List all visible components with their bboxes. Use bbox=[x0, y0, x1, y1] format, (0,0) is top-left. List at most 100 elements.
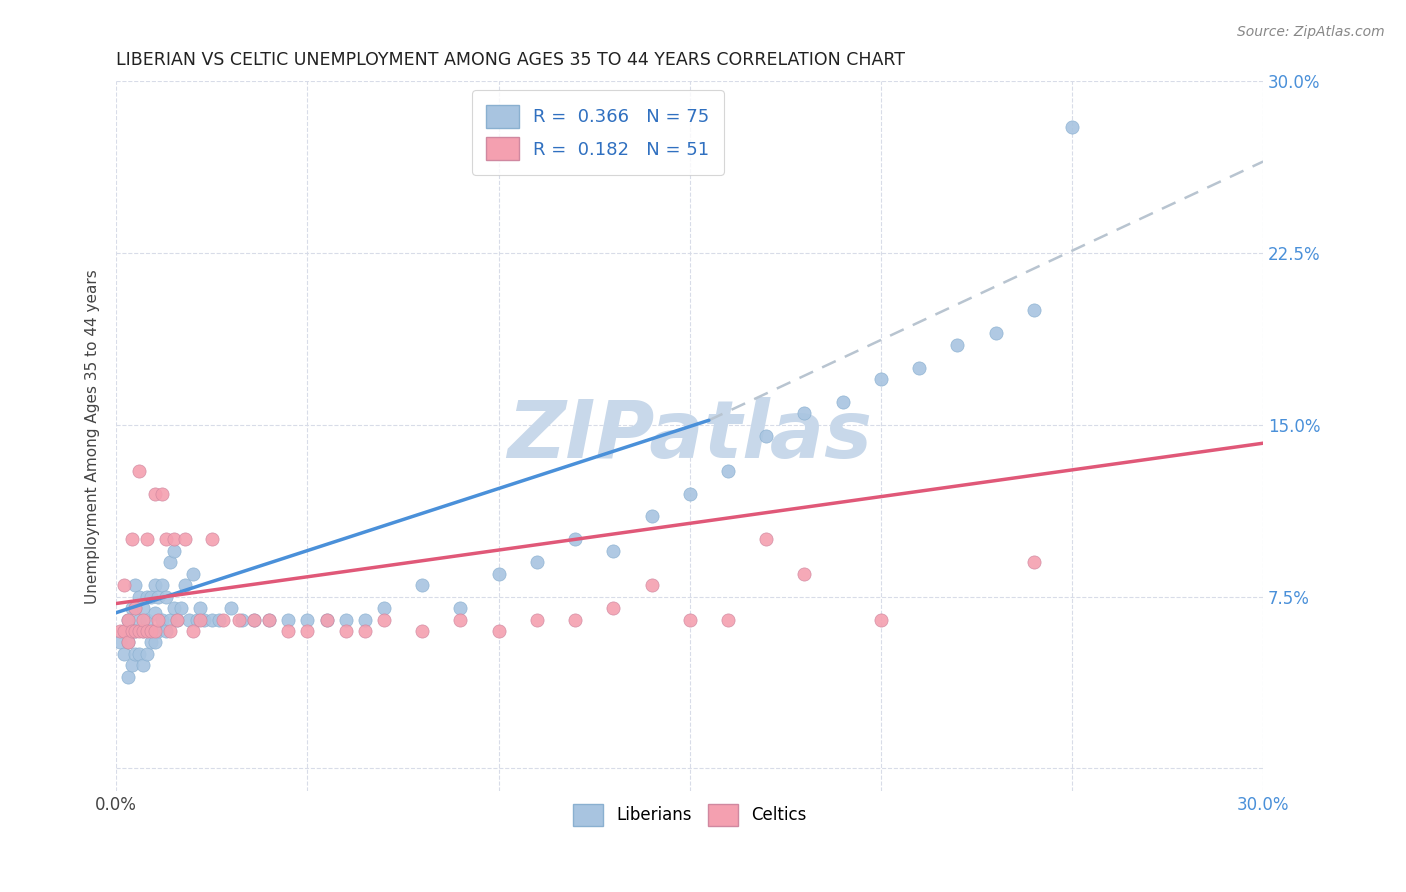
Point bbox=[112, 624, 135, 638]
Point bbox=[602, 544, 624, 558]
Point bbox=[564, 613, 586, 627]
Point bbox=[984, 326, 1007, 341]
Point bbox=[257, 613, 280, 627]
Point bbox=[143, 578, 166, 592]
Point bbox=[201, 533, 224, 547]
Point bbox=[139, 624, 162, 638]
Point bbox=[132, 624, 155, 638]
Point bbox=[297, 613, 319, 627]
Point bbox=[449, 601, 471, 615]
Point bbox=[128, 647, 150, 661]
Point bbox=[755, 533, 778, 547]
Point bbox=[755, 429, 778, 443]
Point bbox=[121, 601, 143, 615]
Point bbox=[135, 533, 157, 547]
Point bbox=[315, 613, 337, 627]
Point bbox=[526, 613, 548, 627]
Point bbox=[135, 590, 157, 604]
Point bbox=[135, 647, 157, 661]
Point bbox=[166, 613, 188, 627]
Point bbox=[132, 624, 155, 638]
Point bbox=[793, 566, 815, 581]
Point bbox=[1022, 303, 1045, 318]
Point bbox=[190, 601, 212, 615]
Point bbox=[870, 613, 893, 627]
Point bbox=[143, 624, 166, 638]
Point bbox=[143, 606, 166, 620]
Text: ZIPatlas: ZIPatlas bbox=[508, 397, 872, 475]
Point bbox=[353, 613, 375, 627]
Point bbox=[335, 624, 357, 638]
Point bbox=[946, 337, 969, 351]
Point bbox=[121, 658, 143, 673]
Point bbox=[159, 613, 181, 627]
Point bbox=[121, 533, 143, 547]
Point bbox=[135, 613, 157, 627]
Point bbox=[132, 601, 155, 615]
Point bbox=[155, 590, 177, 604]
Point bbox=[108, 635, 131, 649]
Point bbox=[124, 601, 146, 615]
Text: LIBERIAN VS CELTIC UNEMPLOYMENT AMONG AGES 35 TO 44 YEARS CORRELATION CHART: LIBERIAN VS CELTIC UNEMPLOYMENT AMONG AG… bbox=[117, 51, 905, 69]
Point bbox=[124, 578, 146, 592]
Point bbox=[186, 613, 208, 627]
Point bbox=[717, 464, 740, 478]
Point bbox=[108, 624, 131, 638]
Point bbox=[143, 486, 166, 500]
Point bbox=[243, 613, 266, 627]
Point bbox=[117, 613, 139, 627]
Point bbox=[128, 464, 150, 478]
Point bbox=[112, 647, 135, 661]
Point bbox=[148, 613, 170, 627]
Point bbox=[150, 613, 173, 627]
Point bbox=[121, 624, 143, 638]
Point bbox=[162, 544, 184, 558]
Point bbox=[155, 624, 177, 638]
Y-axis label: Unemployment Among Ages 35 to 44 years: Unemployment Among Ages 35 to 44 years bbox=[86, 269, 100, 604]
Point bbox=[139, 590, 162, 604]
Point bbox=[124, 601, 146, 615]
Point bbox=[335, 613, 357, 627]
Point bbox=[124, 647, 146, 661]
Point bbox=[190, 613, 212, 627]
Point bbox=[128, 624, 150, 638]
Point bbox=[117, 670, 139, 684]
Point bbox=[297, 624, 319, 638]
Point bbox=[793, 406, 815, 420]
Point bbox=[602, 601, 624, 615]
Point bbox=[132, 613, 155, 627]
Point bbox=[277, 613, 299, 627]
Text: Source: ZipAtlas.com: Source: ZipAtlas.com bbox=[1237, 25, 1385, 39]
Point bbox=[112, 624, 135, 638]
Point bbox=[411, 624, 433, 638]
Point bbox=[449, 613, 471, 627]
Point bbox=[640, 578, 662, 592]
Point bbox=[159, 555, 181, 569]
Point bbox=[181, 566, 204, 581]
Point bbox=[148, 624, 170, 638]
Point bbox=[159, 624, 181, 638]
Legend: Liberians, Celtics: Liberians, Celtics bbox=[564, 796, 815, 834]
Point bbox=[908, 360, 931, 375]
Point bbox=[373, 613, 395, 627]
Point bbox=[277, 624, 299, 638]
Point bbox=[1060, 120, 1083, 135]
Point bbox=[150, 578, 173, 592]
Point bbox=[150, 486, 173, 500]
Point bbox=[121, 624, 143, 638]
Point bbox=[564, 533, 586, 547]
Point bbox=[174, 533, 197, 547]
Point bbox=[411, 578, 433, 592]
Point bbox=[831, 395, 853, 409]
Point bbox=[353, 624, 375, 638]
Point bbox=[162, 533, 184, 547]
Point bbox=[679, 486, 702, 500]
Point bbox=[112, 578, 135, 592]
Point bbox=[128, 590, 150, 604]
Point bbox=[124, 624, 146, 638]
Point bbox=[315, 613, 337, 627]
Point bbox=[640, 509, 662, 524]
Point bbox=[488, 566, 510, 581]
Point bbox=[1022, 555, 1045, 569]
Point bbox=[143, 635, 166, 649]
